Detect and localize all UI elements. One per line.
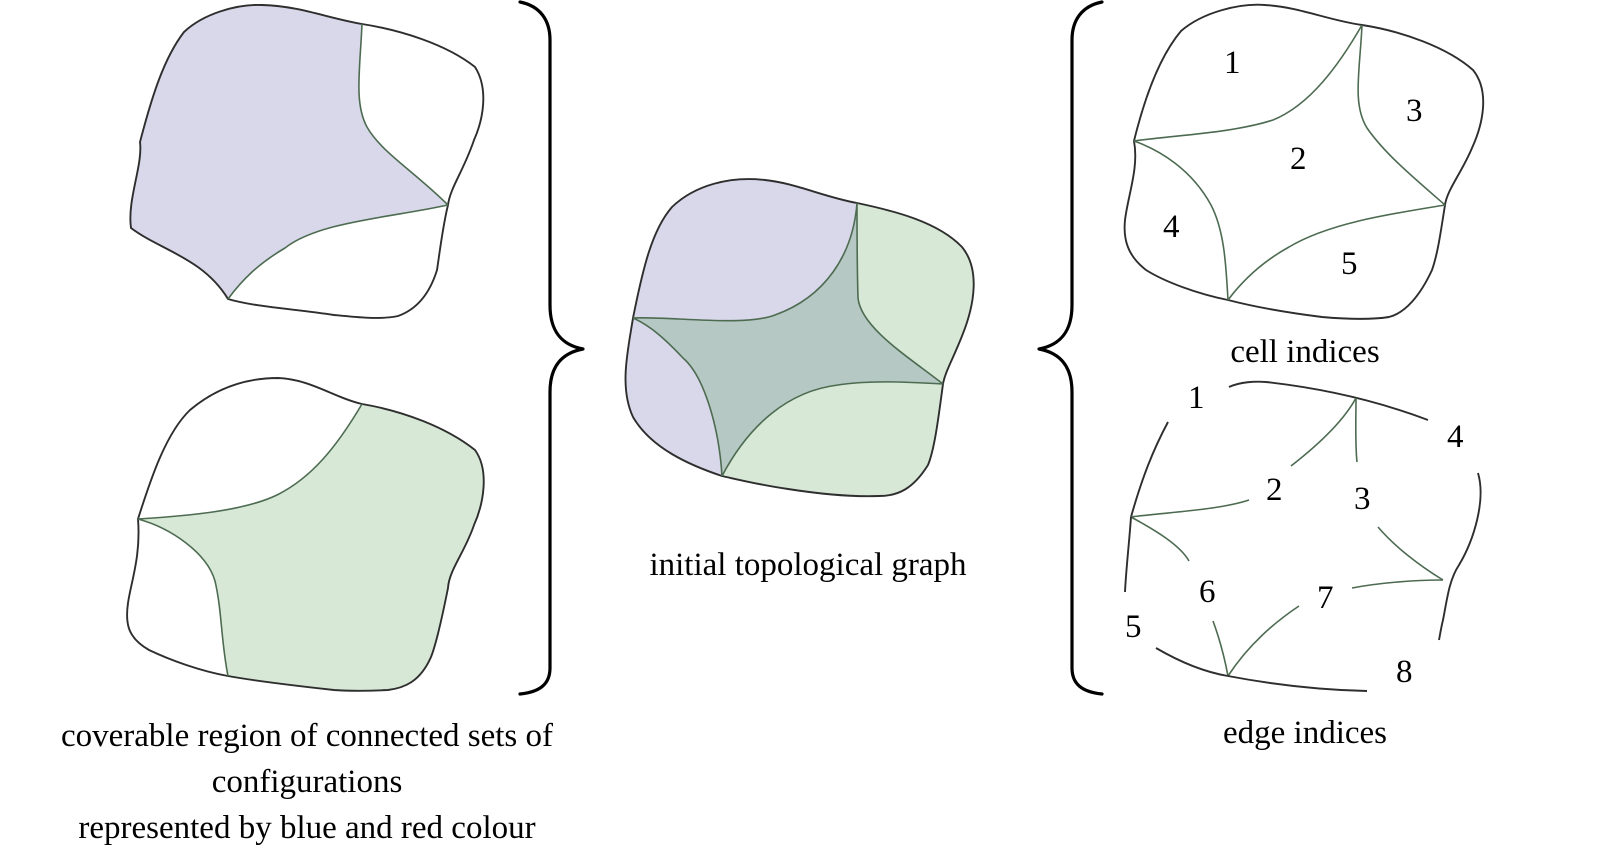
- inner-edge: [1377, 526, 1444, 581]
- coverable-caption-line-2: configurations: [212, 764, 403, 800]
- inner-edge: [1130, 499, 1250, 518]
- blue-region-fill: [130, 4, 448, 300]
- left-brace: [518, 0, 585, 696]
- inner-edge: [1227, 605, 1300, 677]
- red-region-fill: [138, 404, 484, 691]
- blue-cells-fill: [625, 179, 857, 477]
- inner-edge: [227, 204, 449, 300]
- inner-edge: [1357, 24, 1446, 206]
- edge-label: 4: [1447, 419, 1464, 455]
- edge-label: 7: [1317, 580, 1334, 616]
- inner-edge: [358, 23, 449, 206]
- edge-label: 1: [1188, 380, 1205, 416]
- inner-edge: [632, 202, 858, 322]
- edge-label: 5: [1125, 609, 1142, 645]
- edge-indices-caption: edge indices: [1223, 715, 1387, 751]
- initial-graph: [624, 178, 975, 498]
- coverable-caption-line-1: coverable region of connected sets of: [61, 718, 553, 754]
- edge-label: 6: [1199, 574, 1216, 610]
- initial-graph-caption: initial topological graph: [649, 547, 967, 583]
- cell-label: 2: [1290, 141, 1307, 177]
- inner-edge: [1351, 579, 1444, 589]
- right-brace: [1037, 0, 1104, 696]
- inner-edge: [1133, 24, 1363, 142]
- cell-label: 4: [1163, 209, 1180, 245]
- edge-label: 2: [1266, 472, 1283, 508]
- cell-label: 1: [1224, 45, 1241, 81]
- cell-label: 5: [1341, 246, 1358, 282]
- cell-indices-graph: 1 2 3 4 5: [1123, 3, 1485, 320]
- cell-indices-caption: cell indices: [1230, 334, 1379, 370]
- inner-edge: [1227, 204, 1446, 301]
- inner-edge: [1212, 620, 1229, 677]
- inner-edge: [1354, 397, 1358, 463]
- inner-edge: [721, 381, 944, 477]
- inner-edge: [856, 202, 944, 385]
- cell-label: 3: [1406, 93, 1423, 129]
- edge-indices-graph: 1 2 3 4 5 6 7 8: [1124, 380, 1482, 692]
- edge-label: 8: [1396, 654, 1413, 690]
- inner-edge: [1290, 397, 1357, 467]
- inner-edge: [1133, 140, 1229, 301]
- inner-edge: [632, 317, 723, 477]
- inner-edge: [137, 403, 363, 520]
- inner-edge: [1130, 516, 1190, 562]
- red-region-graph: [126, 377, 485, 692]
- inner-edge: [137, 518, 229, 677]
- coverable-caption-line-3: represented by blue and red colour: [78, 810, 535, 846]
- blue-region-graph: [129, 4, 485, 319]
- edge-label: 3: [1354, 481, 1371, 517]
- red-cells-fill: [722, 203, 974, 497]
